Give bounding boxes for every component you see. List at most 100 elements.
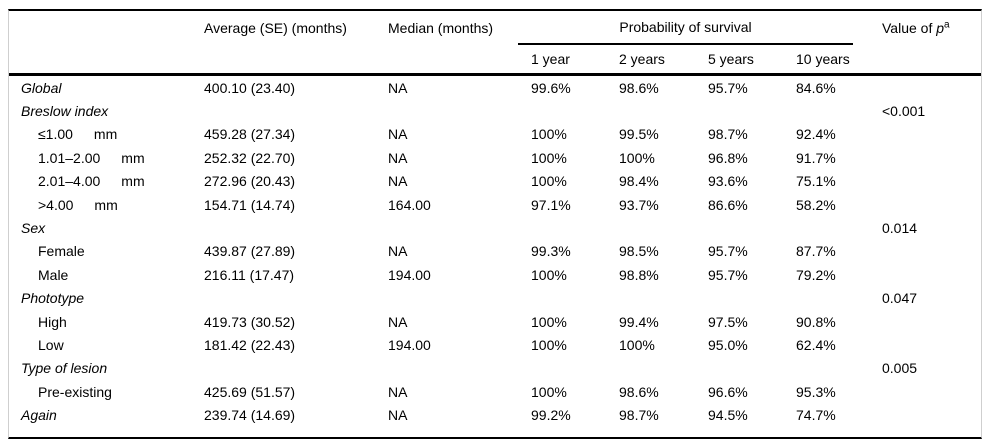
probability-of-survival-label: Probability of survival xyxy=(518,11,853,45)
cell-survival-1y: 99.6% xyxy=(531,79,571,96)
cell-average: 272.96 (20.43) xyxy=(204,173,296,190)
table-row: Again 239.74 (14.69) NA 99.2% 98.7% 94.5% 74.7… xyxy=(9,403,981,426)
cell-p-value: 0.047 xyxy=(882,290,918,307)
header-10-years: 10 years xyxy=(796,45,882,76)
cell-label: 2.01–4.00 mm xyxy=(38,173,145,190)
cell-p-value xyxy=(882,123,981,146)
cell-median xyxy=(388,287,531,310)
cell-survival-10y xyxy=(796,357,882,380)
header-row-top: Average (SE) (months) Median (months) Pr… xyxy=(9,11,981,45)
cell-p-value xyxy=(882,146,981,169)
cell-survival-5y xyxy=(708,216,796,239)
cell-survival-10y: 95.3% xyxy=(796,383,836,400)
header-median: Median (months) xyxy=(388,20,494,36)
cell-survival-10y: 58.2% xyxy=(796,196,836,213)
cell-survival-2y xyxy=(619,99,708,122)
cell-average: 181.42 (22.43) xyxy=(204,336,296,353)
table-row: ≤1.00 mm 459.28 (27.34) NA 100% 99.5% 98.7% 92… xyxy=(9,123,981,146)
cell-survival-2y: 99.4% xyxy=(619,313,659,330)
cell-survival-1y: 97.1% xyxy=(531,196,571,213)
cell-survival-5y: 96.8% xyxy=(708,149,748,166)
cell-label: Breslow index xyxy=(21,103,109,120)
header-2-years: 2 years xyxy=(619,45,708,76)
header-5-years: 5 years xyxy=(708,45,796,76)
cell-average: 459.28 (27.34) xyxy=(204,126,296,143)
cell-survival-5y: 95.7% xyxy=(708,243,748,260)
cell-survival-5y: 93.6% xyxy=(708,173,748,190)
cell-survival-5y xyxy=(708,99,796,122)
header-row-years: 1 year 2 years 5 years 10 years xyxy=(9,45,981,76)
cell-survival-5y xyxy=(708,287,796,310)
cell-median: 164.00 xyxy=(388,196,431,213)
table-row: Pre-existing 425.69 (51.57) NA 100% 98.6% 96.… xyxy=(9,380,981,403)
cell-label: Low xyxy=(38,336,64,353)
cell-label: Sex xyxy=(21,220,46,237)
cell-survival-1y xyxy=(531,216,619,239)
cell-p-value xyxy=(882,403,981,426)
cell-survival-1y xyxy=(531,357,619,380)
cell-p-value xyxy=(882,193,981,216)
cell-average xyxy=(204,357,388,380)
cell-survival-1y: 100% xyxy=(531,149,567,166)
table-row: 2.01–4.00 mm 272.96 (20.43) NA 100% 98.4% 93.… xyxy=(9,170,981,193)
cell-survival-1y: 100% xyxy=(531,266,567,283)
cell-survival-5y: 94.5% xyxy=(708,407,748,424)
cell-survival-2y: 99.5% xyxy=(619,126,659,143)
header-empty-cell xyxy=(9,11,204,45)
cell-p-value xyxy=(882,240,981,263)
cell-survival-10y: 62.4% xyxy=(796,336,836,353)
table-row: High 419.73 (30.52) NA 100% 99.4% 97.5% 90.8% xyxy=(9,310,981,333)
cell-survival-5y: 95.7% xyxy=(708,79,748,96)
cell-survival-10y: 84.6% xyxy=(796,79,836,96)
cell-p-value xyxy=(882,263,981,286)
cell-survival-2y: 98.7% xyxy=(619,407,659,424)
survival-table-grid: Average (SE) (months) Median (months) Pr… xyxy=(9,11,981,427)
cell-label: Female xyxy=(38,243,85,260)
table-row: Global 400.10 (23.40) NA 99.6% 98.6% 95.7% 84.… xyxy=(9,75,981,100)
cell-survival-1y: 100% xyxy=(531,383,567,400)
table-row: Breslow index <0.001 xyxy=(9,99,981,122)
cell-survival-2y xyxy=(619,216,708,239)
cell-average: 439.87 (27.89) xyxy=(204,243,296,260)
cell-average: 400.10 (23.40) xyxy=(204,79,296,96)
cell-survival-1y: 100% xyxy=(531,173,567,190)
cell-survival-5y xyxy=(708,357,796,380)
cell-survival-5y: 98.7% xyxy=(708,126,748,143)
cell-survival-5y: 95.0% xyxy=(708,336,748,353)
table-row: Type of lesion 0.005 xyxy=(9,357,981,380)
cell-average: 239.74 (14.69) xyxy=(204,407,296,424)
header-probability-of-survival: Probability of survival xyxy=(518,11,882,45)
cell-median: 194.00 xyxy=(388,266,431,283)
cell-survival-2y: 98.5% xyxy=(619,243,659,260)
header-average: Average (SE) (months) xyxy=(204,20,347,36)
cell-survival-5y: 86.6% xyxy=(708,196,748,213)
cell-p-value xyxy=(882,380,981,403)
cell-average: 216.11 (17.47) xyxy=(204,266,295,283)
cell-median: NA xyxy=(388,79,408,96)
cell-survival-2y: 98.6% xyxy=(619,383,659,400)
cell-survival-10y: 79.2% xyxy=(796,266,836,283)
table-row: Sex 0.014 xyxy=(9,216,981,239)
cell-survival-5y: 95.7% xyxy=(708,266,748,283)
cell-label: >4.00 mm xyxy=(38,196,118,213)
cell-survival-10y xyxy=(796,99,882,122)
header-1-year: 1 year xyxy=(531,45,619,76)
cell-survival-1y: 100% xyxy=(531,313,567,330)
cell-survival-10y: 90.8% xyxy=(796,313,836,330)
cell-label: Global xyxy=(21,79,62,96)
cell-survival-1y: 100% xyxy=(531,126,567,143)
header-spacer xyxy=(204,45,388,76)
cell-label: ≤1.00 mm xyxy=(38,126,118,143)
cell-survival-2y: 98.4% xyxy=(619,173,659,190)
cell-median xyxy=(388,357,531,380)
cell-survival-2y: 98.6% xyxy=(619,79,659,96)
p-superscript-a: a xyxy=(944,19,950,31)
cell-average xyxy=(204,287,388,310)
cell-label: High xyxy=(38,313,67,330)
cell-survival-2y: 98.8% xyxy=(619,266,659,283)
cell-label: Male xyxy=(38,266,69,283)
cell-p-value xyxy=(882,170,981,193)
table-row: Low 181.42 (22.43) 194.00 100% 100% 95.0% 62.4… xyxy=(9,333,981,356)
cell-average: 252.32 (22.70) xyxy=(204,149,296,166)
cell-median: 194.00 xyxy=(388,336,431,353)
